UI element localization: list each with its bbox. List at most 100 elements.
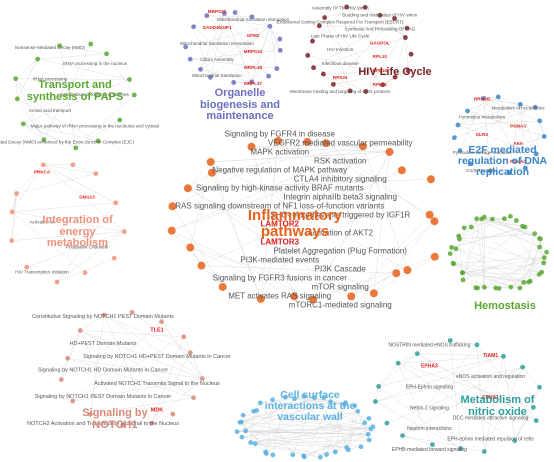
pathway-label: Synthesis And Processing Of GAG: [344, 26, 415, 31]
gene-label: LAMTOR2: [260, 220, 299, 229]
node: [537, 244, 543, 250]
node: [508, 284, 514, 290]
edge: [161, 321, 203, 379]
edge: [56, 231, 125, 283]
node: [465, 108, 470, 114]
edge: [450, 340, 461, 449]
edge: [405, 37, 409, 71]
node: [537, 384, 542, 390]
edge: [250, 434, 369, 443]
node: [41, 137, 47, 143]
edge: [72, 378, 203, 402]
edge: [272, 396, 286, 455]
edge: [375, 366, 523, 402]
pathway-label: Mitochondrial translation termination: [180, 41, 254, 46]
edge: [80, 330, 203, 379]
gene-label: MRPL37: [244, 81, 263, 86]
edge: [15, 58, 38, 79]
node: [324, 452, 329, 457]
edge: [251, 146, 295, 297]
node: [207, 168, 216, 177]
edge: [483, 98, 540, 122]
edge: [106, 53, 135, 96]
edge: [402, 344, 478, 436]
node: [183, 44, 189, 50]
cluster-title: Cell surface interactions at the vascula…: [264, 389, 356, 424]
node: [104, 51, 109, 57]
edge: [67, 358, 203, 379]
node: [489, 216, 495, 222]
edge: [453, 263, 542, 273]
node: [345, 447, 351, 453]
node: [447, 251, 453, 257]
node: [481, 95, 486, 101]
edge: [75, 94, 135, 149]
gene-label: GAGPOL: [370, 40, 390, 45]
edge: [23, 123, 99, 142]
node: [13, 76, 19, 82]
pathway-label: Potassium Channels: [66, 245, 109, 250]
node: [168, 202, 177, 211]
node: [88, 41, 94, 47]
edge: [201, 265, 223, 288]
pathway-label: MAPK activation: [250, 148, 309, 157]
edge: [303, 434, 369, 457]
node: [40, 162, 46, 168]
edge: [455, 248, 542, 273]
edge: [236, 401, 331, 432]
edge: [72, 336, 184, 402]
edge: [481, 218, 526, 228]
edge: [23, 123, 76, 149]
node: [425, 210, 434, 219]
node: [283, 394, 288, 400]
node: [309, 295, 318, 304]
pathway-label: mTORC1-mediated signaling: [289, 301, 392, 310]
edge: [397, 363, 433, 445]
edge: [362, 146, 390, 153]
pathway-label: Nephrin interactions: [407, 426, 452, 432]
edge: [187, 188, 374, 294]
pathway-label: Cilium Assembly: [200, 57, 234, 62]
edge: [453, 263, 485, 288]
edge: [17, 59, 38, 99]
node: [377, 12, 383, 18]
node: [330, 81, 336, 87]
edge: [224, 13, 269, 77]
edge: [245, 398, 295, 432]
node: [167, 226, 176, 235]
edge: [417, 353, 504, 357]
edge: [190, 247, 295, 297]
edge: [312, 17, 325, 42]
edge: [508, 167, 526, 173]
edge: [187, 172, 213, 189]
edge: [398, 356, 504, 364]
node: [385, 147, 394, 156]
edge: [304, 428, 371, 458]
gene-label: EPHA1: [482, 395, 499, 401]
pathway-label: Endosomal Sorting Complex Required For T…: [277, 20, 404, 25]
node: [248, 440, 254, 445]
pathway-label: Late Phase of HIV Life Cycle: [311, 33, 370, 38]
node: [159, 319, 164, 325]
node: [366, 416, 372, 421]
edge: [241, 411, 254, 423]
node: [54, 279, 60, 285]
node: [513, 218, 519, 223]
node: [292, 396, 297, 402]
node: [493, 285, 499, 291]
gene-label: GADD45GIP1: [202, 25, 232, 30]
node: [311, 65, 316, 71]
node: [9, 238, 15, 244]
cluster: Assembly Of The HIV Virion Budding and ma…: [277, 4, 418, 94]
node: [362, 420, 368, 426]
edge: [484, 356, 504, 452]
cluster-title: Inflammatory pathways: [247, 207, 343, 240]
node: [321, 395, 327, 401]
node: [274, 66, 280, 71]
pathway-label: Activated NOTCH1 Transmits Signal to the…: [94, 381, 220, 387]
node: [221, 10, 227, 16]
edge: [260, 140, 279, 299]
edge: [80, 314, 105, 331]
edge: [462, 272, 529, 283]
edge: [43, 164, 96, 174]
